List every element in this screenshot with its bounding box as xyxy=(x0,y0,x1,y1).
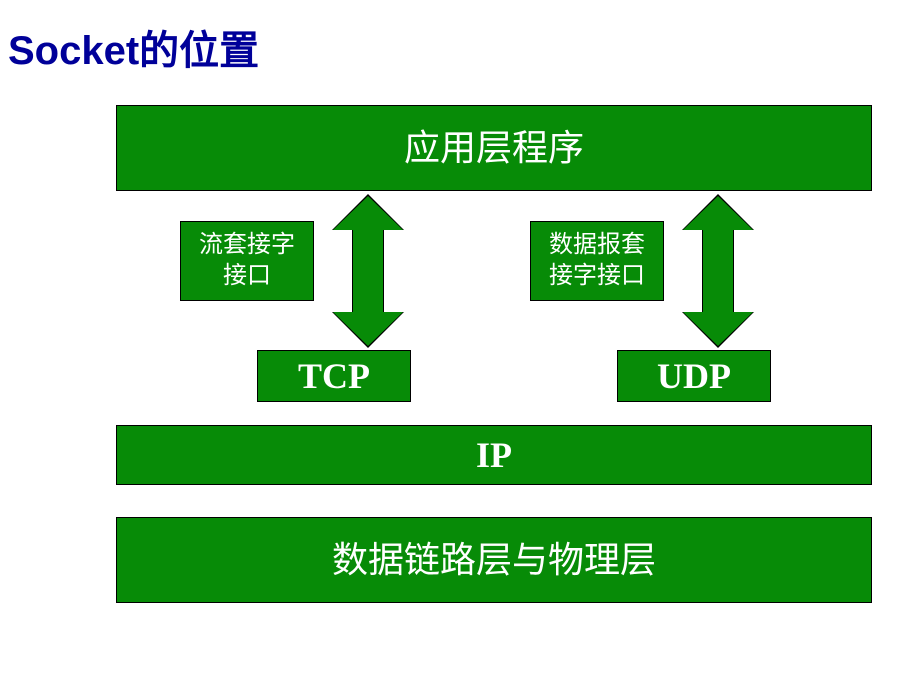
link-layer-box: 数据链路层与物理层 xyxy=(116,517,872,603)
tcp-label: TCP xyxy=(298,353,370,400)
app-layer-label: 应用层程序 xyxy=(404,125,584,172)
datagram-socket-box: 数据报套 接字接口 xyxy=(530,221,664,301)
title-text: Socket的位置 xyxy=(8,29,259,73)
udp-box: UDP xyxy=(617,350,771,402)
udp-label: UDP xyxy=(657,353,731,400)
datagram-socket-label: 数据报套 接字接口 xyxy=(549,230,645,292)
datagram-line2: 接字接口 xyxy=(549,261,645,292)
app-layer-box: 应用层程序 xyxy=(116,105,872,191)
left-arrow xyxy=(333,196,403,346)
ip-box: IP xyxy=(116,425,872,485)
stream-socket-label: 流套接字 接口 xyxy=(199,230,295,292)
tcp-box: TCP xyxy=(257,350,411,402)
right-arrow xyxy=(683,196,753,346)
stream-line2: 接口 xyxy=(199,261,295,292)
datagram-line1: 数据报套 xyxy=(549,230,645,261)
stream-socket-box: 流套接字 接口 xyxy=(180,221,314,301)
ip-label: IP xyxy=(476,432,512,479)
stream-line1: 流套接字 xyxy=(199,230,295,261)
page-title: Socket的位置 xyxy=(8,18,259,76)
link-layer-label: 数据链路层与物理层 xyxy=(332,537,656,584)
